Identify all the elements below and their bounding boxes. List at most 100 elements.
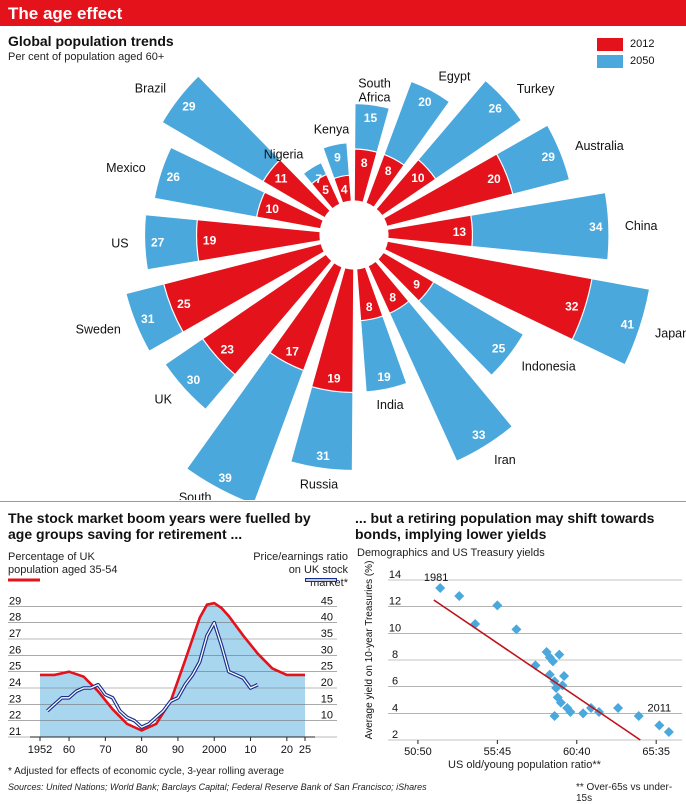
country-label-india: India bbox=[377, 398, 404, 412]
value-label-2012-uk: 23 bbox=[221, 343, 235, 357]
left-y-tick-27: 27 bbox=[9, 628, 21, 640]
radial-center bbox=[321, 202, 387, 268]
value-label-2012-turkey: 10 bbox=[411, 171, 425, 185]
scatter-point bbox=[663, 727, 674, 737]
left-y-tick-24: 24 bbox=[9, 677, 21, 689]
country-label-south-africa: South Africa bbox=[358, 76, 391, 104]
value-label-2050-egypt: 20 bbox=[418, 95, 432, 109]
bar-2012-uk bbox=[201, 253, 333, 376]
scatter-y-label: Average yield on 10-year Treasuries (%) bbox=[364, 561, 375, 740]
scatter-point bbox=[492, 600, 503, 611]
right-y-tick-20: 20 bbox=[321, 677, 333, 689]
value-label-2012-egypt: 8 bbox=[385, 164, 392, 178]
country-label-russia: Russia bbox=[300, 478, 338, 492]
value-label-2012-nigeria: 5 bbox=[322, 183, 329, 197]
scatter-point bbox=[578, 708, 589, 719]
bar-2012-egypt bbox=[365, 153, 405, 209]
scatter-x-tick-50: 50:50 bbox=[404, 746, 432, 758]
population-line bbox=[40, 601, 305, 732]
scatter-point bbox=[562, 703, 573, 713]
value-label-2012-japan: 32 bbox=[565, 299, 579, 313]
value-label-2050-india: 19 bbox=[377, 370, 391, 384]
left-x-tick-1960: 60 bbox=[63, 744, 75, 756]
value-label-2050-kenya: 9 bbox=[334, 151, 341, 165]
bar-2012-australia bbox=[382, 153, 514, 228]
scatter-x-tick-60: 60:40 bbox=[563, 746, 591, 758]
scatter-y-tick-6: 6 bbox=[392, 676, 398, 688]
bar-2012-turkey bbox=[375, 158, 437, 217]
right-y-tick-35: 35 bbox=[321, 628, 333, 640]
scatter-y-tick-10: 10 bbox=[389, 622, 401, 634]
scatter-point bbox=[633, 711, 644, 721]
scatter-point bbox=[547, 656, 558, 667]
value-label-2050-australia: 29 bbox=[542, 150, 556, 164]
scatter-point bbox=[454, 591, 465, 601]
pe-ratio-line bbox=[46, 620, 259, 729]
value-label-2012-brazil: 11 bbox=[275, 172, 288, 186]
left-x-tick-2020: 20 bbox=[281, 744, 293, 756]
left-x-tick-1990: 90 bbox=[172, 744, 184, 756]
scatter-point bbox=[654, 720, 665, 731]
value-label-2050-china: 34 bbox=[589, 220, 603, 234]
left-x-tick-2010: 10 bbox=[244, 744, 256, 756]
bar-2012-south-korea bbox=[269, 261, 343, 372]
right-y-tick-15: 15 bbox=[321, 693, 333, 705]
population-area bbox=[40, 603, 305, 737]
scatter-point bbox=[549, 711, 560, 721]
radial-title: Global population trends bbox=[8, 33, 174, 49]
value-label-2050-uk: 30 bbox=[187, 373, 201, 387]
legend-swatch-2050 bbox=[597, 55, 623, 68]
left-chart-title: The stock market boom years were fuelled… bbox=[8, 510, 311, 542]
scatter-point bbox=[555, 697, 566, 708]
bar-2012-japan bbox=[383, 240, 593, 341]
value-label-2050-brazil: 29 bbox=[182, 100, 196, 114]
value-label-2050-us: 27 bbox=[151, 235, 165, 249]
country-label-egypt: Egypt bbox=[439, 70, 471, 84]
scatter-point bbox=[613, 703, 624, 713]
country-label-australia: Australia bbox=[575, 139, 624, 153]
country-label-mexico: Mexico bbox=[106, 161, 146, 175]
value-label-2050-south-africa: 15 bbox=[364, 111, 378, 125]
value-label-2012-china: 13 bbox=[453, 225, 467, 239]
left-x-tick-1952: 1952 bbox=[28, 744, 52, 756]
scatter-point bbox=[554, 649, 565, 660]
value-label-2050-russia: 31 bbox=[316, 449, 330, 463]
scatter-point bbox=[549, 676, 560, 687]
bar-2012-china bbox=[386, 214, 474, 248]
left-x-tick-1980: 80 bbox=[136, 744, 148, 756]
value-label-2050-turkey: 26 bbox=[489, 101, 503, 115]
value-label-2050-iran: 33 bbox=[472, 428, 486, 442]
left-x-tick-2000: 2000 bbox=[202, 744, 226, 756]
value-label-2012-sweden: 25 bbox=[177, 297, 191, 311]
right-y-tick-30: 30 bbox=[321, 644, 333, 656]
scatter-y-tick-4: 4 bbox=[392, 702, 398, 714]
value-label-2012-us: 19 bbox=[203, 234, 217, 248]
scatter-point bbox=[541, 647, 552, 657]
value-label-2050-nigeria: 7 bbox=[315, 172, 322, 186]
value-label-2050-sweden: 31 bbox=[141, 312, 155, 326]
country-label-turkey: Turkey bbox=[517, 82, 555, 96]
scatter-point bbox=[559, 671, 570, 681]
country-label-sweden: Sweden bbox=[76, 323, 121, 337]
country-label-nigeria: Nigeria bbox=[264, 148, 304, 162]
scatter-point bbox=[544, 652, 555, 663]
scatter-point bbox=[552, 692, 563, 703]
legend-label-2050: 2050 bbox=[630, 55, 655, 67]
left-y-tick-23: 23 bbox=[9, 693, 21, 705]
country-label-brazil: Brazil bbox=[135, 82, 166, 96]
bar-2012-kenya bbox=[333, 174, 353, 204]
scatter-x-tick-55: 55:45 bbox=[484, 746, 512, 758]
divider bbox=[0, 501, 686, 502]
value-label-2050-japan: 41 bbox=[621, 317, 635, 331]
value-label-2050-indonesia: 25 bbox=[492, 341, 506, 355]
regression-line bbox=[433, 599, 641, 741]
scatter-point bbox=[557, 680, 568, 691]
left-y-tick-26: 26 bbox=[9, 644, 21, 656]
label-1981: 1981 bbox=[424, 572, 448, 584]
scatter-point bbox=[551, 683, 562, 693]
country-label-kenya: Kenya bbox=[314, 122, 349, 136]
left-y-tick-22: 22 bbox=[9, 710, 21, 722]
value-label-2050-mexico: 26 bbox=[167, 170, 181, 184]
value-label-2012-iran: 8 bbox=[389, 290, 396, 304]
